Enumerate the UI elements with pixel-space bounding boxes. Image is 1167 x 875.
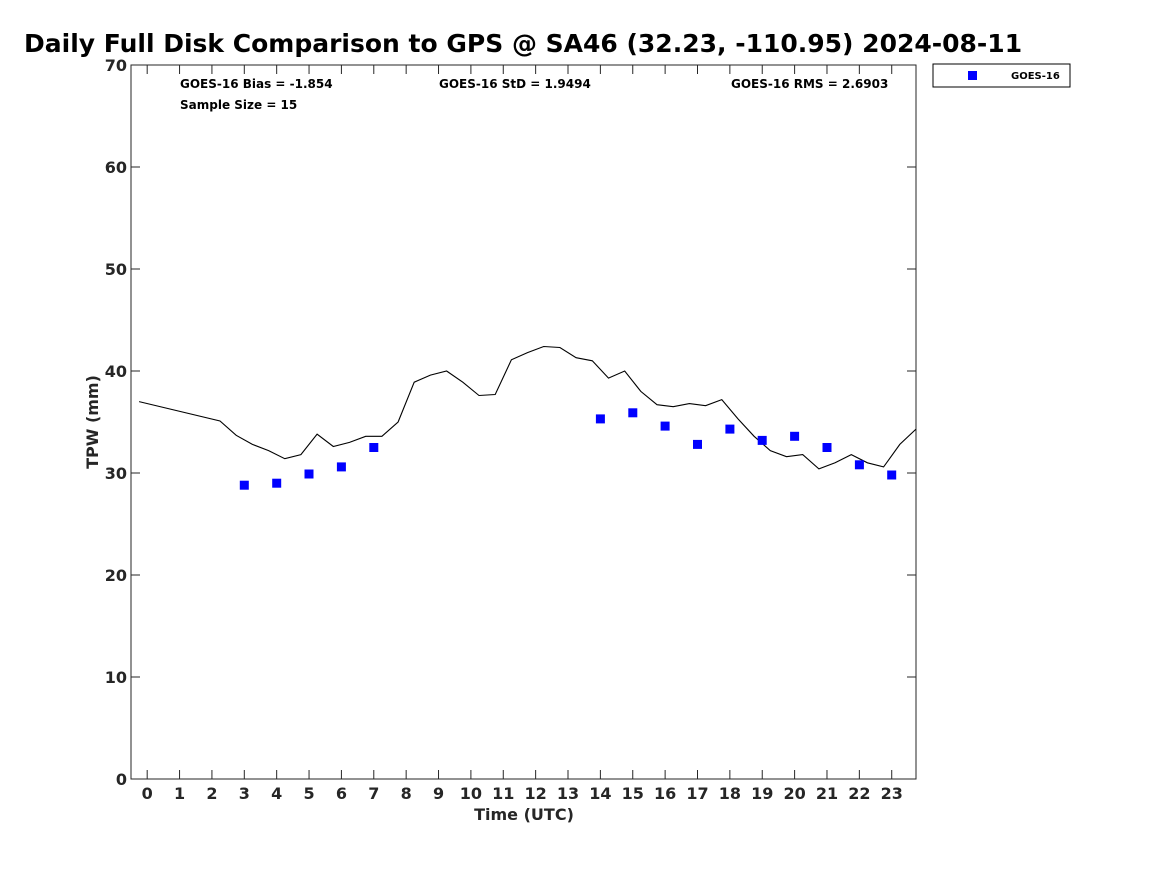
y-tick-label: 70 (105, 56, 127, 75)
sample-size-stat: Sample Size = 15 (180, 98, 297, 112)
x-tick-label: 18 (719, 784, 741, 803)
x-tick-label: 0 (142, 784, 153, 803)
x-tick-label: 22 (848, 784, 870, 803)
y-tick-label: 50 (105, 260, 127, 279)
x-tick-label: 19 (751, 784, 773, 803)
goes16-point (628, 408, 638, 418)
plot-box (130, 64, 917, 780)
gps-tpw-line (138, 345, 917, 470)
goes16-point (272, 478, 282, 488)
series-layer (138, 345, 917, 490)
x-tick-label: 2 (206, 784, 217, 803)
x-axis: 0 1 2 3 4 5 6 7 8 9 10 11 12 13 14 15 16 17 18 19 20 21 22 23 (142, 65, 903, 803)
y-tick-label: 20 (105, 566, 127, 585)
x-tick-label: 17 (686, 784, 708, 803)
x-tick-label: 12 (525, 784, 547, 803)
goes16-point (790, 431, 800, 441)
x-tick-label: 7 (368, 784, 379, 803)
x-tick-label: 16 (654, 784, 676, 803)
goes16-point (304, 469, 314, 479)
goes16-point (822, 443, 832, 452)
x-tick-label: 13 (557, 784, 579, 803)
y-tick-label: 60 (105, 158, 127, 177)
x-tick-label: 6 (336, 784, 347, 803)
goes16-point (369, 443, 379, 452)
x-tick-label: 9 (433, 784, 444, 803)
legend-box (932, 63, 1071, 88)
x-tick-label: 4 (271, 784, 282, 803)
y-axis-label: TPW (mm) (83, 375, 102, 469)
y-tick-label: 0 (116, 770, 127, 789)
goes16-point (854, 460, 864, 470)
goes16-point (595, 414, 605, 424)
rms-stat: GOES-16 RMS = 2.6903 (731, 77, 888, 91)
y-axis: 0 10 20 30 40 50 60 70 (105, 56, 916, 789)
legend: GOES-16 (932, 63, 1071, 88)
x-tick-label: 21 (816, 784, 838, 803)
x-tick-label: 1 (174, 784, 185, 803)
goes16-point (239, 480, 249, 490)
x-tick-label: 10 (460, 784, 482, 803)
std-stat: GOES-16 StD = 1.9494 (439, 77, 591, 91)
x-tick-label: 20 (783, 784, 805, 803)
y-tick-label: 40 (105, 362, 127, 381)
goes16-point (693, 439, 702, 449)
goes16-point (887, 470, 897, 480)
goes16-point (660, 421, 670, 431)
chart-title: Daily Full Disk Comparison to GPS @ SA46… (24, 29, 1022, 58)
x-tick-label: 23 (881, 784, 903, 803)
goes16-point (336, 462, 346, 472)
x-tick-label: 15 (622, 784, 644, 803)
x-tick-label: 14 (589, 784, 611, 803)
legend-label: GOES-16 (1011, 71, 1060, 82)
legend-marker (968, 71, 977, 80)
y-tick-label: 10 (105, 668, 127, 687)
bias-stat: GOES-16 Bias = -1.854 (180, 77, 333, 91)
goes16-point (757, 435, 767, 445)
x-tick-label: 5 (303, 784, 314, 803)
goes16-point (725, 424, 735, 434)
x-tick-label: 8 (401, 784, 412, 803)
x-tick-label: 3 (239, 784, 250, 803)
x-axis-label: Time (UTC) (474, 805, 574, 824)
y-tick-label: 30 (105, 464, 127, 483)
x-tick-label: 11 (492, 784, 514, 803)
